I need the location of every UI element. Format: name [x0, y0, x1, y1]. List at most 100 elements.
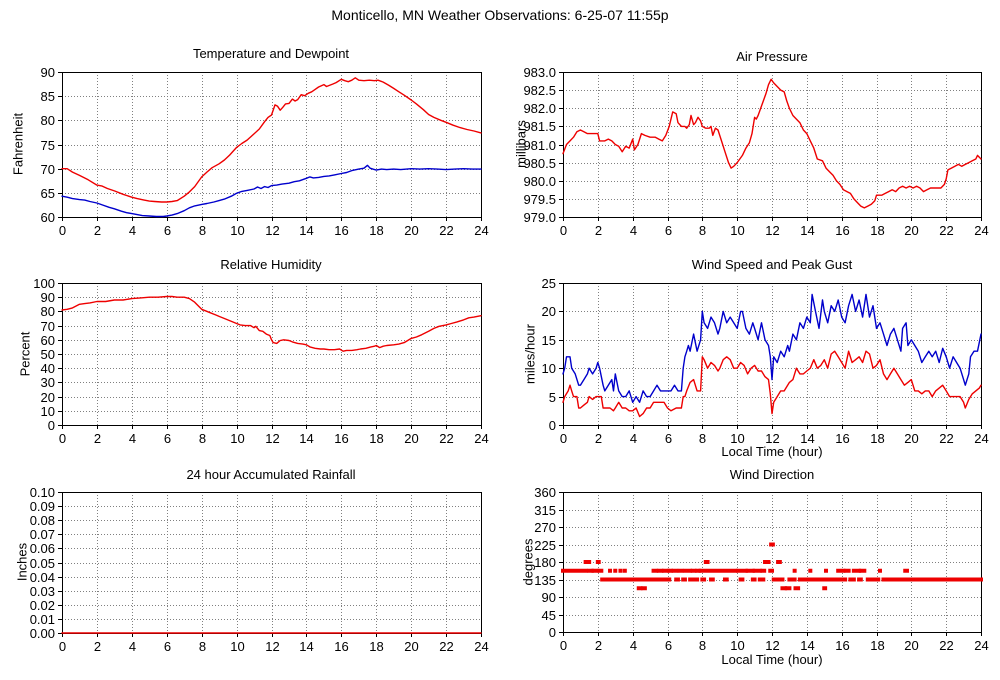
svg-text:100: 100	[33, 276, 55, 291]
svg-text:0.07: 0.07	[30, 527, 55, 542]
svg-text:0.01: 0.01	[30, 612, 55, 627]
chart-title-rainfall: 24 hour Accumulated Rainfall	[186, 467, 356, 482]
svg-text:45: 45	[542, 608, 556, 623]
svg-text:270: 270	[534, 520, 556, 535]
svg-text:60: 60	[41, 333, 55, 348]
svg-text:10: 10	[730, 431, 744, 446]
svg-text:80: 80	[41, 113, 55, 128]
svg-text:4: 4	[129, 223, 136, 238]
svg-text:4: 4	[129, 639, 136, 654]
svg-text:24: 24	[974, 223, 988, 238]
svg-text:12: 12	[265, 223, 279, 238]
svg-text:22: 22	[439, 639, 453, 654]
svg-text:981.5: 981.5	[523, 119, 556, 134]
svg-text:2: 2	[595, 431, 602, 446]
svg-text:982.0: 982.0	[523, 101, 556, 116]
svg-text:18: 18	[870, 638, 884, 653]
svg-text:14: 14	[299, 639, 313, 654]
svg-text:5: 5	[549, 390, 556, 405]
svg-text:70: 70	[41, 162, 55, 177]
chart-title-relative-humidity: Relative Humidity	[220, 257, 322, 272]
svg-text:20: 20	[41, 390, 55, 405]
svg-text:6: 6	[665, 638, 672, 653]
svg-text:4: 4	[630, 638, 637, 653]
svg-text:2: 2	[595, 638, 602, 653]
svg-text:20: 20	[904, 638, 918, 653]
svg-text:0: 0	[59, 223, 66, 238]
svg-text:14: 14	[299, 431, 313, 446]
svg-text:18: 18	[369, 639, 383, 654]
svg-text:979.0: 979.0	[523, 210, 556, 225]
svg-text:22: 22	[939, 431, 953, 446]
svg-text:16: 16	[835, 638, 849, 653]
svg-text:24: 24	[474, 431, 488, 446]
svg-text:22: 22	[439, 223, 453, 238]
svg-text:0.05: 0.05	[30, 556, 55, 571]
svg-text:6: 6	[164, 223, 171, 238]
svg-text:0.00: 0.00	[30, 626, 55, 641]
svg-text:90: 90	[542, 590, 556, 605]
svg-text:20: 20	[542, 304, 556, 319]
page-title: Monticello, MN Weather Observations: 6-2…	[331, 7, 669, 23]
svg-text:225: 225	[534, 538, 556, 553]
svg-text:2: 2	[94, 639, 101, 654]
svg-text:360: 360	[534, 485, 556, 500]
x-axis-label-wind-speed: Local Time (hour)	[721, 444, 823, 459]
svg-text:2: 2	[94, 431, 101, 446]
svg-text:8: 8	[699, 431, 706, 446]
chart-title-temperature-dewpoint: Temperature and Dewpoint	[192, 46, 350, 61]
svg-text:2: 2	[595, 223, 602, 238]
svg-text:15: 15	[542, 333, 556, 348]
svg-text:20: 20	[904, 431, 918, 446]
svg-text:50: 50	[41, 347, 55, 362]
svg-text:0: 0	[560, 638, 567, 653]
svg-text:10: 10	[730, 638, 744, 653]
svg-text:20: 20	[404, 431, 418, 446]
svg-text:0.03: 0.03	[30, 584, 55, 599]
svg-text:980.5: 980.5	[523, 156, 556, 171]
svg-text:8: 8	[699, 223, 706, 238]
svg-text:0: 0	[560, 431, 567, 446]
svg-text:981.0: 981.0	[523, 138, 556, 153]
svg-text:0: 0	[59, 431, 66, 446]
svg-text:0.08: 0.08	[30, 513, 55, 528]
svg-text:22: 22	[939, 638, 953, 653]
plot-rainfall: 0.000.010.020.030.040.050.060.070.080.09…	[30, 485, 489, 654]
svg-text:8: 8	[699, 638, 706, 653]
svg-text:25: 25	[542, 276, 556, 291]
svg-text:24: 24	[474, 639, 488, 654]
svg-text:0: 0	[549, 418, 556, 433]
svg-text:16: 16	[334, 223, 348, 238]
svg-text:980.0: 980.0	[523, 174, 556, 189]
svg-text:8: 8	[199, 223, 206, 238]
svg-text:12: 12	[265, 639, 279, 654]
svg-text:6: 6	[665, 223, 672, 238]
svg-text:6: 6	[665, 431, 672, 446]
svg-text:8: 8	[199, 639, 206, 654]
svg-text:0.06: 0.06	[30, 541, 55, 556]
svg-text:20: 20	[904, 223, 918, 238]
x-axis-label-wind-direction: Local Time (hour)	[721, 652, 823, 667]
svg-text:983.0: 983.0	[523, 65, 556, 80]
svg-text:10: 10	[730, 223, 744, 238]
svg-text:16: 16	[334, 431, 348, 446]
svg-text:10: 10	[41, 404, 55, 419]
svg-text:12: 12	[765, 431, 779, 446]
svg-text:0: 0	[59, 639, 66, 654]
svg-text:14: 14	[800, 223, 814, 238]
svg-text:0.02: 0.02	[30, 598, 55, 613]
svg-text:10: 10	[230, 223, 244, 238]
svg-text:40: 40	[41, 361, 55, 376]
svg-text:16: 16	[334, 639, 348, 654]
svg-text:4: 4	[630, 223, 637, 238]
svg-text:180: 180	[534, 555, 556, 570]
svg-text:0: 0	[549, 625, 556, 640]
svg-text:6: 6	[164, 431, 171, 446]
svg-text:22: 22	[439, 431, 453, 446]
svg-text:135: 135	[534, 573, 556, 588]
svg-text:0: 0	[48, 418, 55, 433]
svg-text:18: 18	[870, 223, 884, 238]
svg-text:4: 4	[630, 431, 637, 446]
